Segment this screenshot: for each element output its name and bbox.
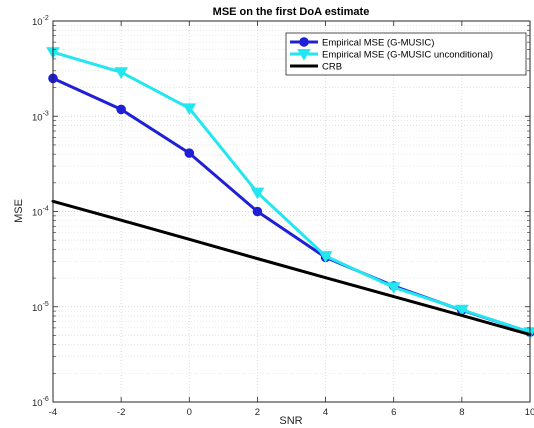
- x-tick-label: -4: [49, 407, 57, 418]
- y-tick-label: 10-3: [32, 110, 49, 123]
- legend-box: [285, 32, 527, 76]
- x-tick-label: 2: [255, 407, 260, 418]
- x-tick-label: 4: [323, 407, 328, 418]
- legend-label: CRB: [322, 62, 342, 73]
- x-tick-label: 10: [525, 407, 534, 418]
- data-point: [184, 148, 195, 158]
- y-tick-exponent: -6: [43, 396, 49, 403]
- x-tick-label: -2: [117, 407, 125, 418]
- y-tick-label: 10-5: [32, 301, 49, 314]
- y-tick-base: 10: [32, 303, 43, 314]
- legend-label: Empirical MSE (G-MUSIC): [322, 38, 434, 49]
- y-tick-label: 10-2: [32, 15, 49, 28]
- y-tick-exponent: -4: [43, 206, 49, 213]
- legend-marker: [299, 37, 309, 47]
- y-tick-base: 10: [32, 17, 43, 28]
- y-tick-label: 10-6: [32, 396, 49, 409]
- y-axis-label: MSE: [13, 199, 25, 223]
- chart-title: MSE on the first DoA estimate: [213, 6, 370, 18]
- legend-marker: [297, 49, 311, 61]
- data-point: [116, 104, 126, 115]
- y-tick-base: 10: [32, 398, 43, 409]
- x-tick-label: 0: [187, 407, 192, 418]
- y-tick-exponent: -3: [43, 110, 49, 117]
- x-tick-label: 8: [459, 407, 464, 418]
- series-line: [51, 50, 532, 334]
- plot-area: [53, 21, 530, 402]
- y-tick-base: 10: [32, 208, 43, 219]
- y-tick-exponent: -5: [43, 301, 49, 308]
- data-point: [182, 103, 197, 116]
- data-point: [454, 304, 469, 317]
- y-tick-exponent: -2: [43, 15, 49, 22]
- data-point: [250, 187, 265, 200]
- legend-label: Empirical MSE (G-MUSIC unconditional): [322, 50, 493, 61]
- y-tick-label: 10-4: [32, 206, 49, 219]
- x-axis-label: SNR: [279, 415, 302, 427]
- legend: Empirical MSE (G-MUSIC)Empirical MSE (G-…: [285, 32, 527, 76]
- x-tick-label: 6: [391, 407, 396, 418]
- data-point: [386, 282, 401, 294]
- y-tick-base: 10: [32, 112, 43, 123]
- data-point: [252, 206, 263, 217]
- data-point: [114, 67, 129, 79]
- series-line: [51, 199, 532, 337]
- data-point: [318, 251, 333, 263]
